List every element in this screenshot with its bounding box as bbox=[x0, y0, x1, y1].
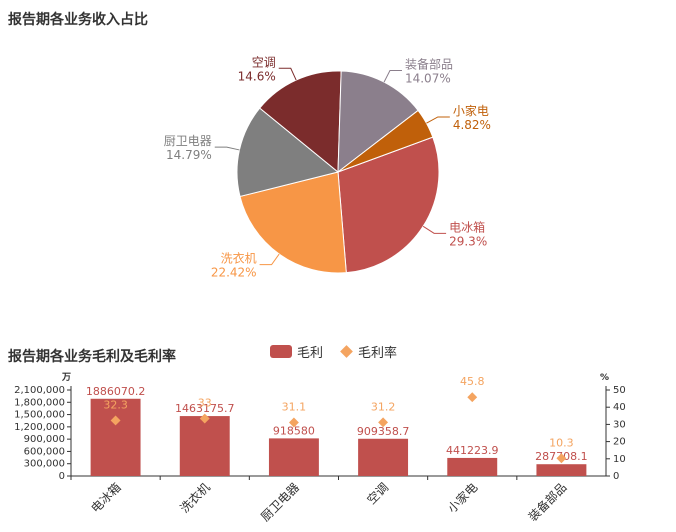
left-tick-label-2: 600,000 bbox=[24, 446, 65, 457]
rate-marker-4[interactable] bbox=[467, 392, 478, 403]
pie-chart-panel: 报告期各业务收入占比 电冰箱 29.3% 洗衣机 22.42% 厨卫电器 14.79% 空调… bbox=[8, 12, 491, 280]
right-tick-label-4: 40 bbox=[613, 402, 626, 413]
rate-value-label-1: 33 bbox=[198, 397, 212, 410]
rate-value-label-0: 32.3 bbox=[103, 398, 128, 411]
bar-value-label-4: 441223.9 bbox=[446, 444, 499, 457]
x-category-label-0: 电冰箱 bbox=[88, 480, 124, 516]
x-category-label-5: 装备部品 bbox=[525, 480, 570, 525]
bar-2[interactable] bbox=[268, 438, 319, 476]
left-tick-label-6: 1,800,000 bbox=[14, 397, 65, 408]
pie-slice-3[interactable] bbox=[259, 70, 342, 174]
bar-0[interactable] bbox=[90, 398, 141, 476]
pie-label-pct-2: 14.79% bbox=[166, 148, 212, 162]
pie-slice-1[interactable] bbox=[239, 171, 347, 274]
bar-value-label-1: 1463175.7 bbox=[175, 402, 235, 415]
pie-chart-title: 报告期各业务收入占比 bbox=[8, 12, 148, 28]
left-tick-label-4: 1,200,000 bbox=[14, 422, 65, 433]
bar-chart-title: 报告期各业务毛利及毛利率 bbox=[8, 349, 176, 365]
legend-item-gross-margin[interactable]: 毛利率 bbox=[337, 342, 397, 361]
bar-value-label-0: 1886070.2 bbox=[86, 385, 146, 398]
pie-slice-4[interactable] bbox=[337, 70, 419, 174]
left-tick-label-1: 300,000 bbox=[24, 459, 65, 470]
bar-3[interactable] bbox=[358, 438, 409, 476]
pie-label-name-2: 厨卫电器 bbox=[164, 134, 212, 148]
pie-label-name-3: 空调 bbox=[252, 55, 276, 69]
rate-value-label-2: 31.1 bbox=[282, 401, 307, 414]
right-axis-unit: % bbox=[600, 373, 609, 383]
pie-leader-line-5 bbox=[426, 116, 450, 124]
left-tick-label-5: 1,500,000 bbox=[14, 410, 65, 421]
rate-value-label-5: 10.3 bbox=[549, 436, 574, 449]
right-tick-label-2: 20 bbox=[613, 437, 626, 448]
pie-label-pct-4: 14.07% bbox=[405, 72, 451, 86]
pie-leader-line-1 bbox=[259, 253, 280, 266]
pie-leader-line-3 bbox=[278, 67, 297, 81]
legend-bar-swatch bbox=[270, 345, 292, 358]
pie-label-pct-0: 29.3% bbox=[449, 234, 487, 248]
left-tick-label-3: 900,000 bbox=[24, 434, 65, 445]
right-tick-label-0: 0 bbox=[613, 471, 619, 482]
pie-label-name-5: 小家电 bbox=[453, 103, 489, 118]
legend-label-gross-margin: 毛利率 bbox=[358, 346, 398, 361]
x-category-label-1: 洗衣机 bbox=[177, 480, 213, 516]
bar-1[interactable] bbox=[179, 416, 230, 476]
left-tick-label-7: 2,100,000 bbox=[14, 385, 65, 396]
bar-5[interactable] bbox=[536, 464, 587, 476]
left-axis-unit: 万 bbox=[61, 372, 71, 383]
x-category-label-2: 厨卫电器 bbox=[258, 480, 302, 524]
rate-marker-1[interactable] bbox=[199, 413, 210, 424]
rate-marker-5[interactable] bbox=[556, 453, 567, 464]
bar-chart-legend: 毛利 毛利率 bbox=[270, 342, 411, 361]
pie-leader-line-0 bbox=[422, 225, 447, 234]
right-tick-label-1: 10 bbox=[613, 454, 626, 465]
pie-slice-0[interactable] bbox=[337, 136, 440, 274]
rate-value-label-3: 31.2 bbox=[371, 400, 396, 413]
x-category-label-4: 小家电 bbox=[444, 480, 480, 516]
pie-label-pct-3: 14.6% bbox=[238, 69, 276, 83]
bar-chart: 万 %0300,000600,000900,0001,200,0001,500,0… bbox=[14, 372, 626, 525]
x-category-label-3: 空调 bbox=[364, 480, 391, 507]
legend-item-gross-profit[interactable]: 毛利 bbox=[270, 342, 323, 361]
right-tick-label-3: 30 bbox=[613, 419, 626, 430]
bar-value-label-3: 909358.7 bbox=[357, 425, 410, 438]
pie-leader-line-2 bbox=[214, 146, 240, 151]
right-tick-label-5: 50 bbox=[613, 385, 626, 396]
pie-label-name-1: 洗衣机 bbox=[221, 251, 257, 266]
left-tick-label-0: 0 bbox=[59, 471, 65, 482]
pie-label-name-0: 电冰箱 bbox=[449, 219, 485, 234]
rate-value-label-4: 45.8 bbox=[460, 375, 485, 388]
pie-leader-line-4 bbox=[383, 70, 402, 83]
pie-label-name-4: 装备部品 bbox=[405, 57, 453, 72]
bar-4[interactable] bbox=[447, 457, 498, 476]
pie-label-pct-1: 22.42% bbox=[211, 266, 257, 280]
pie-slice-2[interactable] bbox=[236, 107, 340, 198]
bar-value-label-2: 918580 bbox=[273, 424, 315, 437]
pie-label-pct-5: 4.82% bbox=[453, 118, 491, 132]
legend-label-gross-profit: 毛利 bbox=[297, 346, 324, 361]
